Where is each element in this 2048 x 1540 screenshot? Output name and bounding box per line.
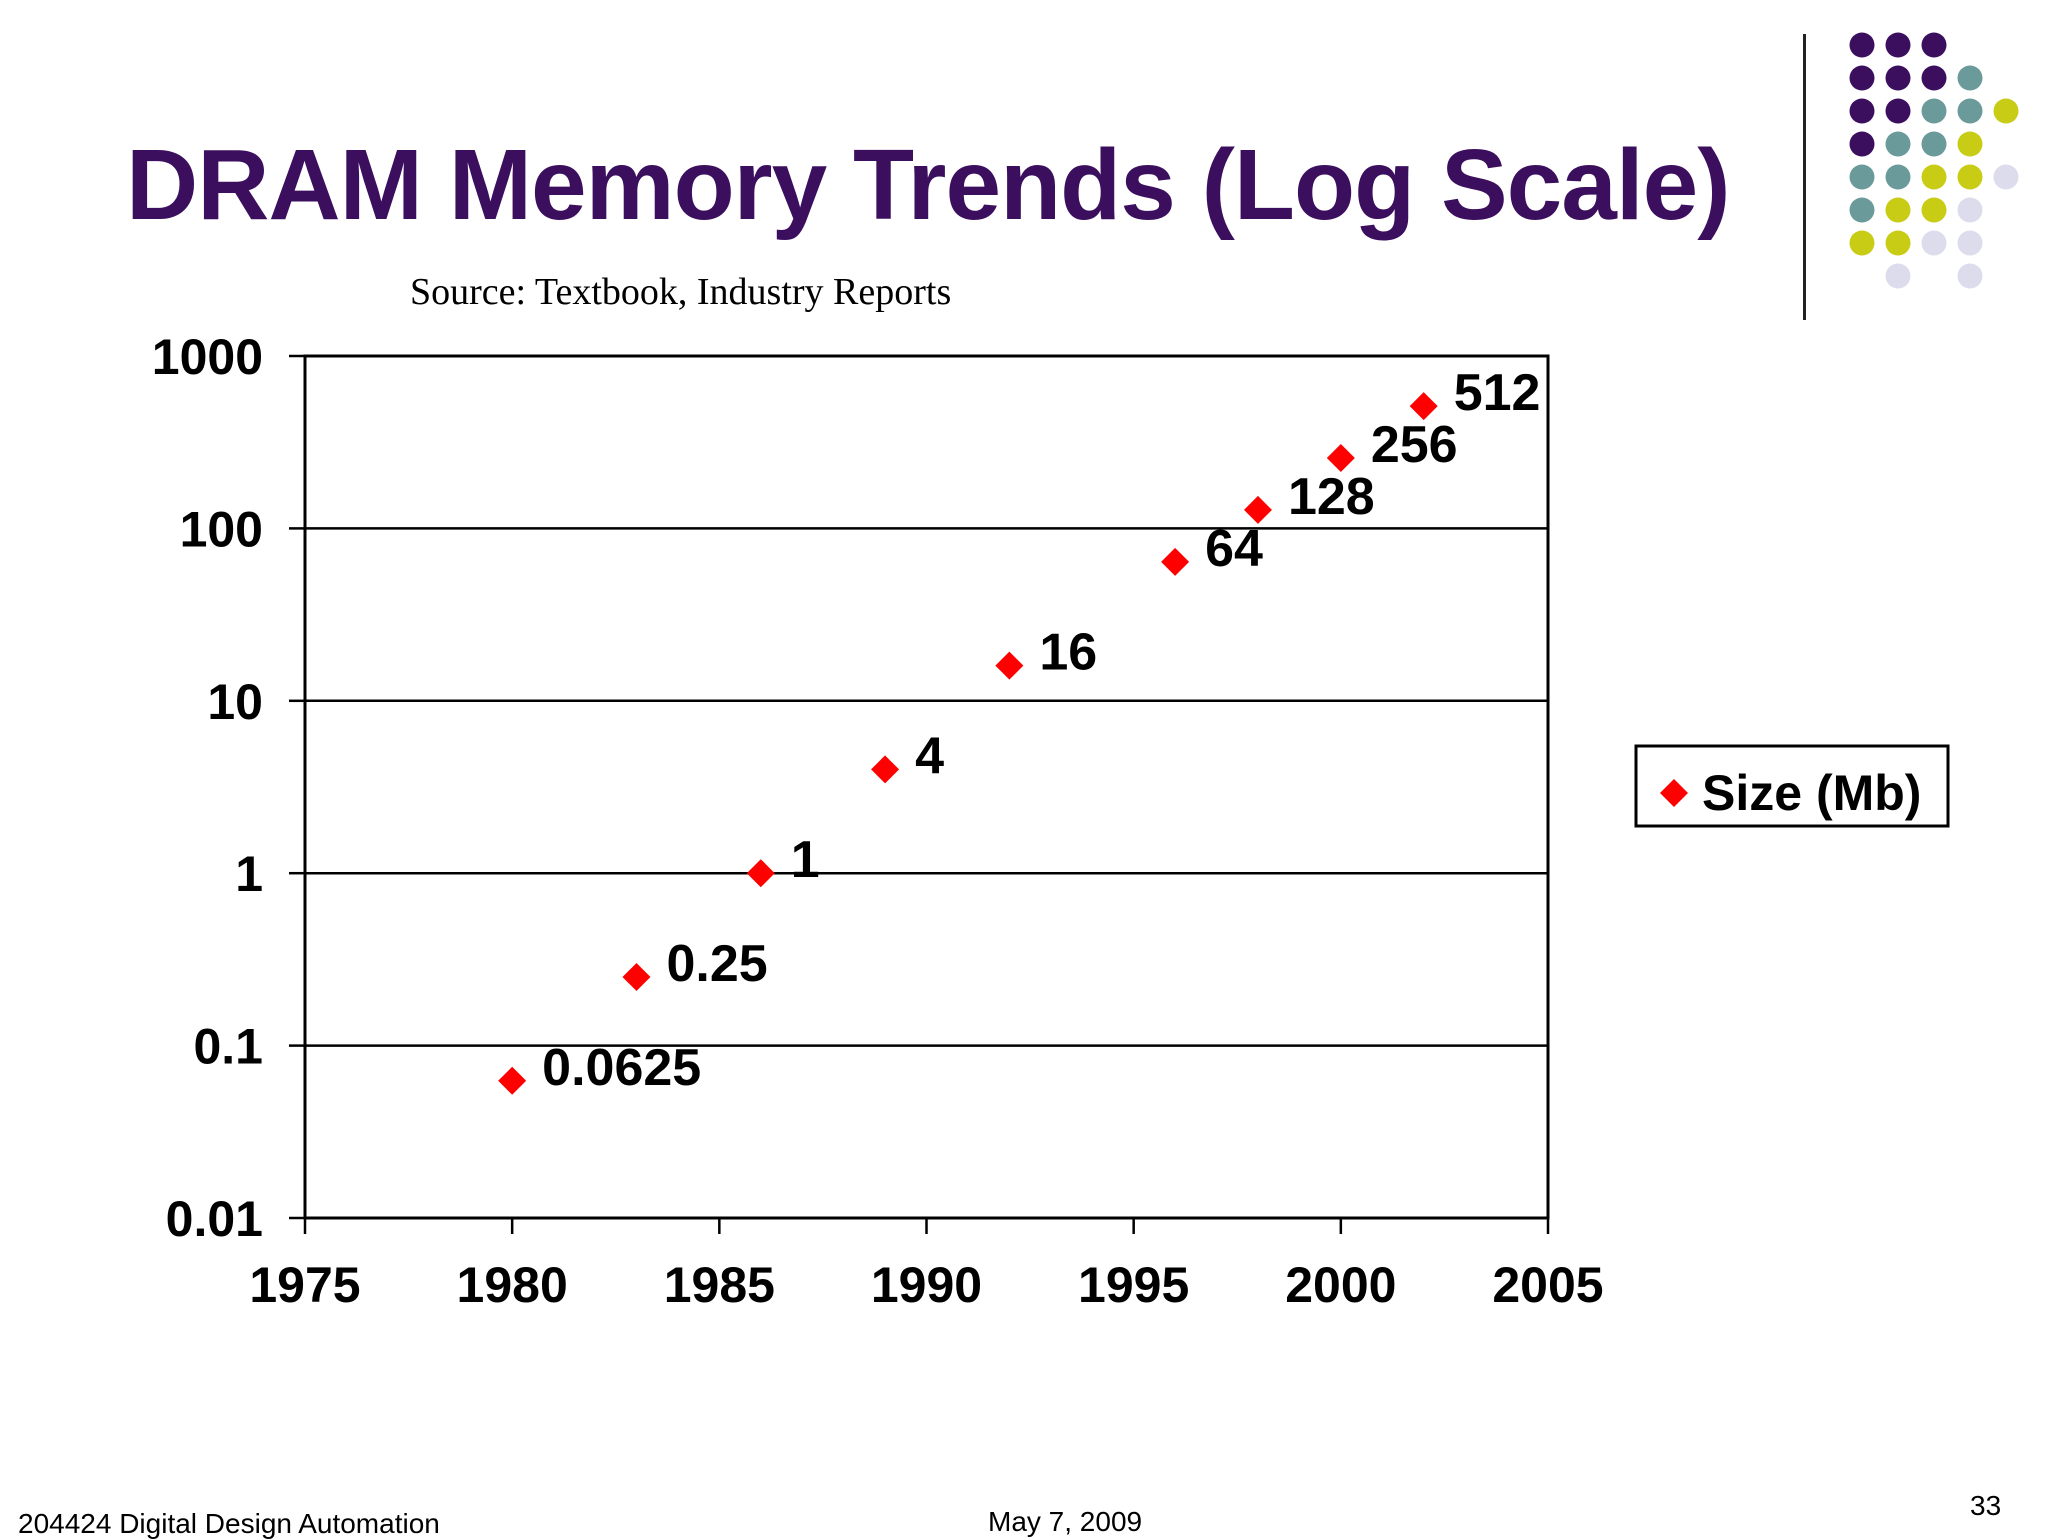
decorative-dot [1885, 230, 1911, 256]
data-label: 128 [1288, 468, 1375, 526]
legend-series-label: Size (Mb) [1702, 765, 1921, 821]
decorative-dot [1849, 98, 1875, 124]
x-axis: 1975 1980 1985 1990 1995 2000 2005 [249, 1218, 1604, 1313]
decorative-dot [1993, 98, 2019, 124]
decorative-dot [1957, 164, 1983, 190]
decorative-dot [1885, 131, 1911, 157]
data-label: 1 [791, 831, 820, 889]
footer-date: May 7, 2009 [988, 1506, 1143, 1537]
y-tick-label: 1000 [152, 329, 263, 385]
decorative-dot [1921, 32, 1947, 58]
data-point-marker [871, 755, 900, 784]
decorative-dot [1957, 65, 1983, 91]
decorative-dot [1957, 98, 1983, 124]
decorative-dot [1885, 197, 1911, 223]
data-point-marker [622, 962, 651, 991]
data-label: 256 [1371, 416, 1458, 474]
data-label: 0.0625 [542, 1039, 701, 1097]
decorative-dot [1921, 164, 1947, 190]
data-label: 64 [1205, 520, 1263, 578]
source-note: Source: Textbook, Industry Reports [410, 271, 952, 313]
decorative-dot [1849, 164, 1875, 190]
dram-size-chart: 1000 100 10 1 0.1 0.01 1975 1980 1985 1990 1995 20… [152, 329, 1950, 1313]
decorative-dot [1957, 230, 1983, 256]
data-label: 4 [915, 727, 944, 785]
data-label: 512 [1454, 364, 1541, 422]
y-tick-label: 100 [180, 501, 263, 557]
data-point-marker [498, 1066, 527, 1095]
data-point-marker [1409, 392, 1438, 421]
page-number: 33 [1970, 1490, 2002, 1521]
decorative-dot [1993, 164, 2019, 190]
legend-marker-diamond [1660, 779, 1688, 807]
data-point-marker [1161, 547, 1190, 576]
decorative-dot [1885, 263, 1911, 289]
y-tick-label: 0.01 [166, 1191, 263, 1247]
decorative-dot [1921, 98, 1947, 124]
data-point-marker [1243, 495, 1272, 524]
y-tick-label: 0.1 [193, 1019, 263, 1075]
decorative-dot [1957, 263, 1983, 289]
footer-course: 204424 Digital Design Automation [18, 1508, 440, 1539]
decorative-dot [1921, 230, 1947, 256]
x-tick-label: 1995 [1078, 1257, 1189, 1313]
x-tick-label: 2005 [1492, 1257, 1603, 1313]
data-point-marker [1326, 444, 1355, 473]
y-tick-label: 10 [207, 674, 263, 730]
decorative-dot [1885, 32, 1911, 58]
x-tick-label: 1980 [457, 1257, 568, 1313]
decorative-dot [1849, 32, 1875, 58]
decorative-dot [1957, 197, 1983, 223]
decorative-dot-grid [1849, 32, 2019, 289]
data-label: 0.25 [666, 935, 767, 993]
slide-title: DRAM Memory Trends (Log Scale) [126, 129, 1731, 241]
decorative-dot [1921, 65, 1947, 91]
x-tick-label: 1975 [249, 1257, 360, 1313]
x-tick-label: 1990 [871, 1257, 982, 1313]
data-label: 16 [1039, 624, 1097, 682]
decorative-dot [1921, 131, 1947, 157]
decorative-dot [1885, 164, 1911, 190]
x-tick-label: 1985 [664, 1257, 775, 1313]
decorative-dot [1957, 131, 1983, 157]
y-tick-label: 1 [235, 846, 263, 902]
legend: Size (Mb) [1634, 744, 1950, 828]
x-tick-label: 2000 [1285, 1257, 1396, 1313]
legend-box [1634, 744, 1950, 828]
y-axis: 1000 100 10 1 0.1 0.01 [152, 329, 305, 1247]
data-point-marker [746, 859, 775, 888]
decorative-dot [1849, 131, 1875, 157]
decorative-dot [1921, 197, 1947, 223]
decorative-dot [1849, 230, 1875, 256]
decorative-dot [1849, 197, 1875, 223]
decorative-dot [1849, 65, 1875, 91]
decorative-dot [1885, 98, 1911, 124]
decorative-dot [1885, 65, 1911, 91]
data-point-marker [995, 651, 1024, 680]
title-divider-line [1803, 34, 1806, 320]
